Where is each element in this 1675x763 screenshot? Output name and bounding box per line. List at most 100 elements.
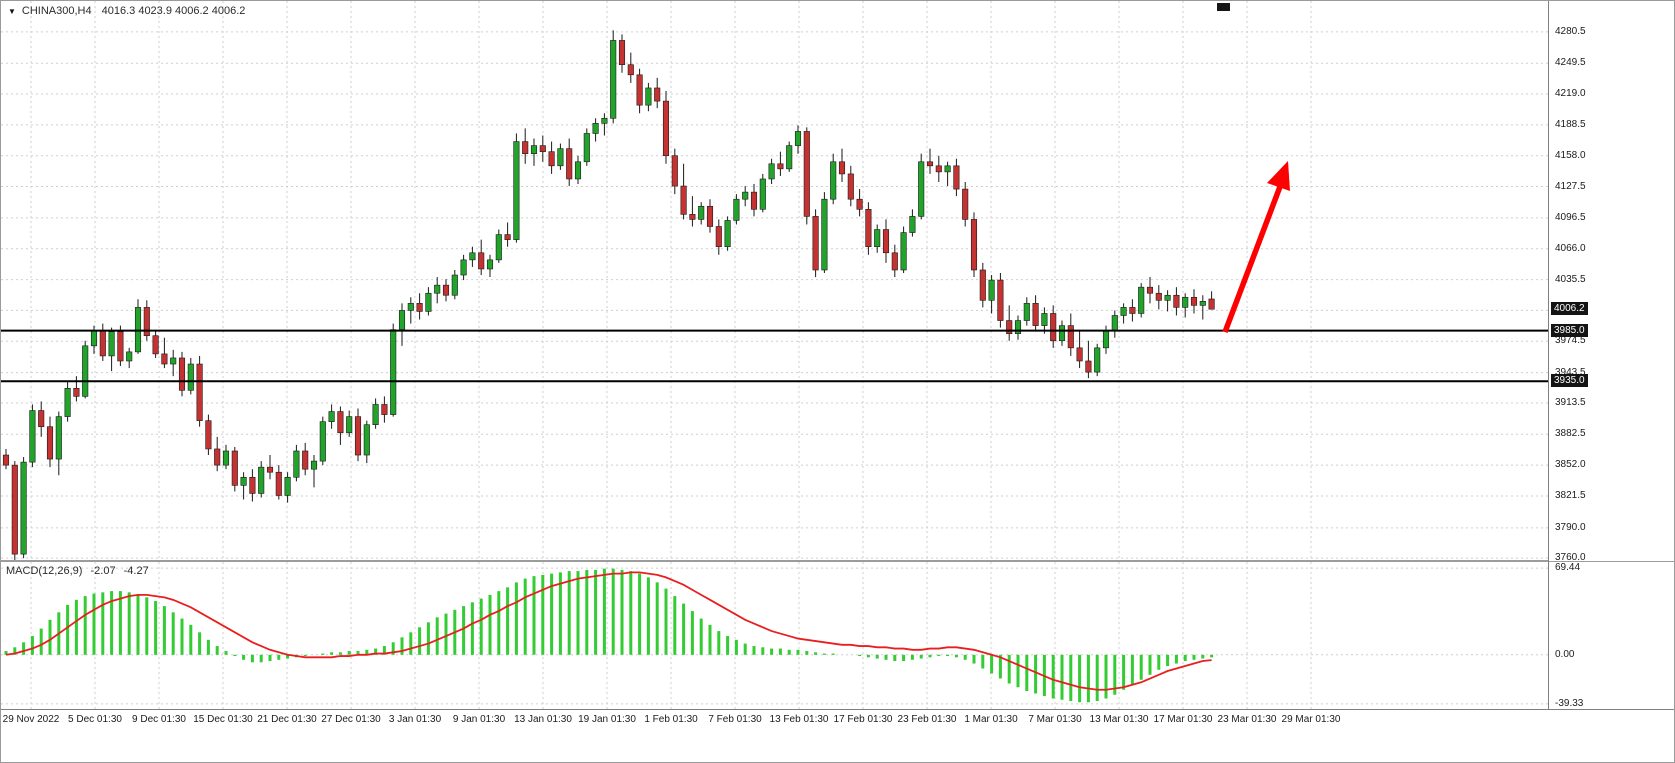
candle: [997, 279, 1004, 321]
candle: [108, 331, 115, 357]
candle: [750, 191, 758, 210]
candle: [390, 329, 397, 415]
candle: [1076, 347, 1083, 362]
candle: [11, 464, 18, 555]
candle: [126, 351, 133, 362]
symbol-dropdown-icon[interactable]: ▼: [8, 7, 16, 16]
candle: [1014, 320, 1022, 334]
candle: [539, 145, 546, 152]
candle: [645, 87, 652, 106]
chart-shift-marker[interactable]: [1217, 3, 1230, 11]
time-label: 9 Dec 01:30: [132, 714, 186, 725]
candle: [803, 131, 810, 217]
price-tick-label: 4158.0: [1555, 149, 1586, 161]
time-label: 9 Jan 01:30: [452, 714, 506, 725]
candle: [1199, 301, 1206, 306]
candle: [187, 363, 194, 391]
candle: [874, 229, 881, 248]
candle: [662, 100, 670, 157]
main-price-plot[interactable]: [1, 1, 1548, 561]
time-label: 1 Mar 01:30: [964, 714, 1018, 725]
time-axis[interactable]: 29 Nov 2022 5 Dec 01:30 9 Dec 01:30 15 Dec …: [1, 710, 1674, 734]
candle: [46, 426, 54, 460]
time-label: 3 Jan 01:30: [388, 714, 442, 725]
price-tick-label: 4096.5: [1555, 211, 1586, 223]
candle: [55, 416, 62, 460]
candle: [143, 307, 150, 337]
time-label: 29 Mar 01:30: [1281, 714, 1341, 725]
candle: [742, 191, 749, 200]
candle: [249, 476, 256, 494]
candle: [1032, 303, 1039, 326]
trend-arrow-shaft[interactable]: [1222, 183, 1284, 333]
candle: [416, 303, 423, 312]
candle: [38, 410, 45, 428]
candle: [442, 284, 450, 296]
candle: [346, 416, 353, 434]
candle: [117, 331, 124, 362]
candle: [698, 205, 705, 220]
price-tick-label: 4127.5: [1555, 180, 1586, 192]
candle: [1058, 325, 1066, 342]
macd-indicator-label: MACD(12,26,9) -2.07 -4.27: [6, 565, 154, 577]
candle: [319, 421, 326, 462]
price-axis[interactable]: 4280.5 4249.5 4219.0 4188.5 4158.0 4127.5 4096…: [1549, 1, 1674, 563]
candle: [372, 404, 379, 425]
candle: [425, 292, 432, 312]
macd-tick-label: -39.33: [1555, 697, 1584, 709]
candle: [302, 450, 309, 470]
macd-signal-line: [5, 571, 1212, 691]
hline-price-badge: 3985.0: [1551, 323, 1588, 337]
candle: [240, 476, 247, 486]
candle: [865, 209, 872, 248]
current-price-badge: 4006.2: [1551, 302, 1588, 316]
candle: [214, 448, 221, 466]
candle: [1129, 307, 1136, 314]
price-tick-label: 4280.5: [1555, 25, 1586, 37]
candle: [495, 234, 502, 261]
candle: [768, 163, 775, 180]
candle: [1006, 320, 1013, 334]
candle: [856, 198, 863, 210]
candle: [733, 198, 740, 221]
candle: [1023, 303, 1030, 321]
price-tick-label: 3821.5: [1555, 489, 1586, 501]
candle: [1067, 325, 1074, 349]
price-tick-label: 4188.5: [1555, 118, 1586, 130]
candle: [486, 259, 494, 270]
price-tick-label: 3974.5: [1555, 335, 1586, 347]
candle: [381, 404, 388, 415]
time-label: 13 Feb 01:30: [769, 714, 829, 725]
candle: [627, 64, 634, 76]
candle: [574, 161, 582, 180]
candle: [882, 229, 890, 254]
time-label: 13 Mar 01:30: [1089, 714, 1149, 725]
price-tick-label: 3882.5: [1555, 428, 1586, 440]
trend-arrow-head[interactable]: [1267, 161, 1290, 191]
macd-tick-label: 69.44: [1555, 562, 1581, 574]
candle: [909, 216, 916, 233]
candle: [618, 40, 626, 66]
candle: [1138, 286, 1145, 314]
price-tick-label: 3943.5: [1555, 366, 1586, 378]
time-label: 23 Feb 01:30: [897, 714, 957, 725]
candle: [310, 460, 318, 470]
candle: [275, 471, 282, 496]
candle: [1120, 307, 1127, 316]
price-tick-label: 3852.0: [1555, 459, 1586, 471]
candle: [258, 466, 265, 494]
candle: [962, 188, 969, 220]
candle: [724, 220, 731, 248]
candle: [1155, 292, 1162, 301]
candle: [1094, 347, 1101, 373]
macd-plot[interactable]: [1, 562, 1548, 709]
candle: [1041, 313, 1048, 326]
candle: [99, 330, 106, 357]
candle: [398, 310, 406, 330]
candle: [636, 74, 643, 106]
macd-axis[interactable]: 69.44 0.00 -39.33: [1549, 562, 1674, 709]
price-tick-label: 4219.0: [1555, 88, 1586, 100]
candle: [979, 269, 986, 301]
candle: [1146, 286, 1154, 294]
